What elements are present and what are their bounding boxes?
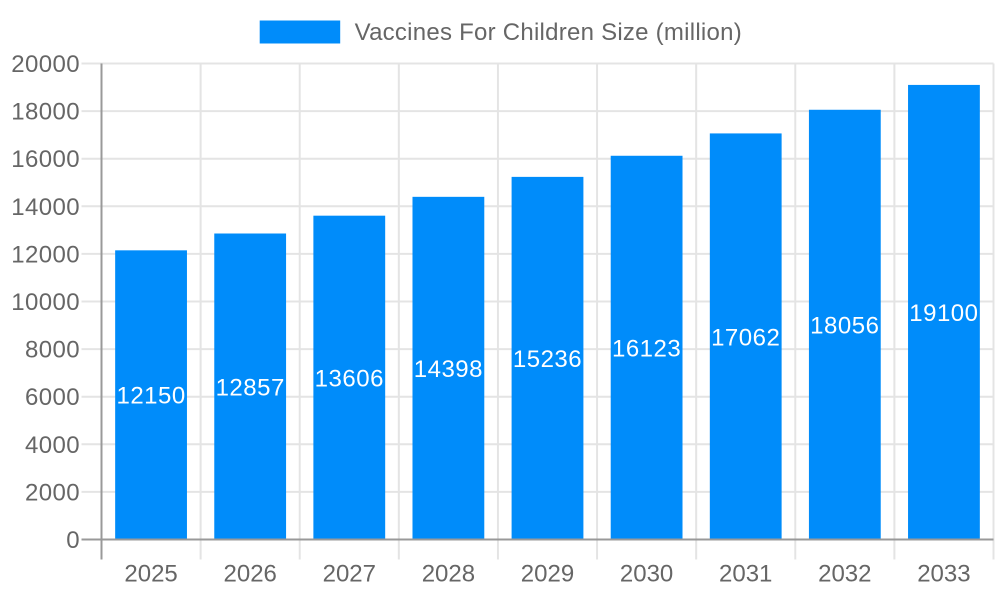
svg-text:18000: 18000 [11,99,80,126]
svg-text:12857: 12857 [216,374,285,401]
svg-text:12150: 12150 [116,383,185,410]
svg-text:14398: 14398 [414,356,483,383]
svg-text:2027: 2027 [323,561,376,588]
svg-text:2030: 2030 [620,561,673,588]
svg-text:4000: 4000 [25,432,80,459]
svg-text:6000: 6000 [25,384,80,411]
svg-text:17062: 17062 [711,324,780,351]
svg-text:2029: 2029 [521,561,574,588]
svg-text:2032: 2032 [818,561,871,588]
svg-text:16000: 16000 [11,146,80,173]
svg-text:2000: 2000 [25,479,80,506]
svg-text:10000: 10000 [11,289,80,316]
svg-text:12000: 12000 [11,241,80,268]
svg-text:0: 0 [66,527,80,554]
svg-text:2026: 2026 [224,561,277,588]
svg-text:14000: 14000 [11,194,80,221]
svg-text:2031: 2031 [719,561,772,588]
svg-text:16123: 16123 [612,335,681,362]
svg-text:2033: 2033 [917,561,970,588]
svg-text:15236: 15236 [513,346,582,373]
svg-text:2025: 2025 [124,561,177,588]
svg-text:19100: 19100 [909,300,978,327]
svg-text:18056: 18056 [810,312,879,339]
svg-text:13606: 13606 [315,365,384,392]
svg-text:Vaccines For Children Size (mi: Vaccines For Children Size (million) [355,19,742,46]
svg-text:8000: 8000 [25,337,80,364]
svg-text:2028: 2028 [422,561,475,588]
svg-text:20000: 20000 [11,51,80,78]
